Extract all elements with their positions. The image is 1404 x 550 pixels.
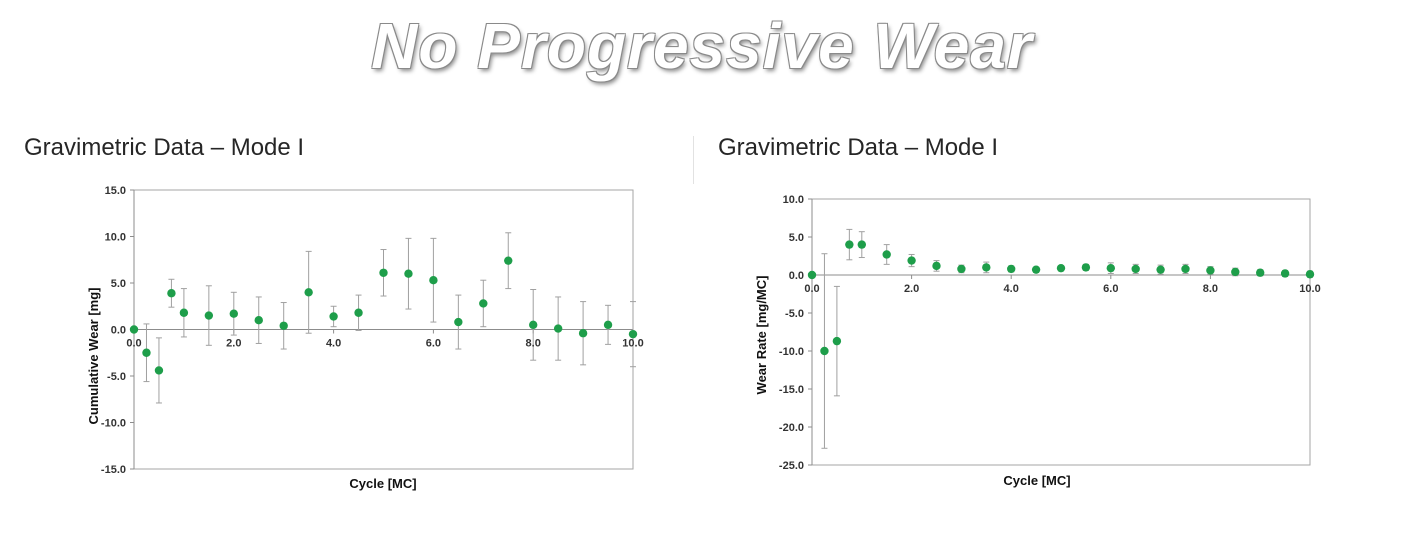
data-point	[1056, 263, 1066, 273]
data-point	[832, 336, 842, 346]
data-point	[1031, 265, 1041, 274]
data-point	[1231, 267, 1240, 277]
slide-title: No Progressive Wear	[371, 10, 1033, 82]
x-tick-label: 10.0	[622, 338, 643, 350]
data-point	[279, 321, 288, 330]
data-point	[1206, 266, 1215, 275]
x-tick-label: 2.0	[904, 283, 919, 295]
y-tick-label: 0.0	[111, 325, 126, 337]
data-point	[429, 276, 438, 285]
y-axis-title: Cumulative Wear [mg]	[86, 287, 101, 424]
data-point	[1181, 264, 1190, 274]
data-point	[807, 270, 817, 280]
x-axis-title: Cycle [MC]	[349, 476, 416, 491]
data-point	[354, 308, 363, 317]
y-tick-label: 5.0	[111, 278, 126, 290]
tick-labels: 15.0 10.0 5.0 0.0 -5.0 -10.0 -15.0 0.0 2.0 4.0 6.0…	[101, 185, 644, 476]
x-axis-title: Cycle [MC]	[1003, 473, 1070, 488]
data-point	[932, 261, 941, 271]
x-tick-label: 10.0	[1299, 283, 1320, 295]
tick-labels: 10.0 5.0 0.0 -5.0 -10.0 -15.0 -20.0 -25.0 0.0 2.0…	[779, 194, 1321, 472]
data-point	[204, 311, 214, 320]
panel-divider	[693, 136, 694, 184]
axes	[130, 189, 634, 470]
y-tick-label: -15.0	[779, 384, 804, 396]
data-point	[820, 346, 829, 356]
data-point	[982, 263, 991, 272]
y-tick-label: -15.0	[101, 464, 126, 476]
y-tick-label: -10.0	[779, 346, 804, 358]
data-point	[907, 256, 916, 265]
error-bars	[143, 232, 636, 404]
data-point	[1256, 268, 1265, 277]
x-tick-label: 8.0	[1203, 283, 1218, 295]
data-point	[1106, 263, 1116, 273]
data-point	[1305, 270, 1315, 279]
x-tick-label: 4.0	[326, 338, 341, 350]
left-chart-heading: Gravimetric Data – Mode I	[24, 134, 305, 161]
plot-area	[133, 189, 634, 470]
x-tick-label: 6.0	[1103, 283, 1118, 295]
data-points	[129, 256, 638, 375]
error-bars	[821, 228, 1313, 449]
y-tick-label: 15.0	[105, 185, 126, 197]
y-axis-title: Wear Rate [mg/MC]	[754, 276, 769, 395]
right-chart-heading: Gravimetric Data – Mode I	[718, 134, 999, 161]
x-tick-label: 8.0	[526, 338, 541, 350]
data-point	[179, 308, 189, 317]
data-point	[142, 348, 151, 357]
y-tick-label: -25.0	[779, 460, 804, 472]
data-point	[529, 320, 538, 330]
data-point	[167, 289, 176, 298]
x-tick-label: 2.0	[226, 338, 241, 350]
plot-area	[811, 198, 1311, 466]
data-point	[1081, 263, 1091, 272]
x-tick-label: 0.0	[804, 283, 819, 295]
y-tick-label: 10.0	[783, 194, 804, 206]
data-point	[1007, 264, 1016, 274]
data-point	[504, 256, 513, 265]
data-point	[1131, 264, 1140, 274]
data-point	[957, 264, 966, 274]
axes	[808, 198, 1311, 466]
data-point	[578, 329, 588, 338]
x-tick-label: 6.0	[426, 338, 441, 350]
data-point	[628, 329, 638, 339]
data-point	[553, 324, 563, 333]
data-point	[129, 325, 139, 334]
y-tick-label: 10.0	[105, 232, 126, 244]
y-tick-label: -5.0	[785, 308, 804, 320]
data-point	[254, 316, 263, 325]
data-points	[807, 240, 1315, 356]
y-tick-label: -10.0	[101, 418, 126, 430]
x-tick-label: 0.0	[126, 338, 141, 350]
data-point	[845, 240, 854, 249]
y-tick-label: -5.0	[107, 371, 126, 383]
data-point	[329, 312, 338, 321]
data-point	[404, 269, 413, 278]
data-point	[229, 309, 238, 318]
data-point	[603, 320, 613, 330]
data-point	[454, 317, 463, 327]
data-point	[882, 250, 891, 259]
x-tick-label: 4.0	[1004, 283, 1019, 295]
data-point	[379, 268, 388, 277]
data-point	[1280, 269, 1290, 278]
y-tick-label: 0.0	[789, 270, 804, 282]
data-point	[479, 299, 488, 308]
data-point	[304, 288, 313, 297]
data-point	[154, 366, 164, 375]
y-tick-label: -20.0	[779, 422, 804, 434]
data-point	[1156, 265, 1165, 274]
y-tick-label: 5.0	[789, 232, 804, 244]
data-point	[857, 240, 866, 249]
